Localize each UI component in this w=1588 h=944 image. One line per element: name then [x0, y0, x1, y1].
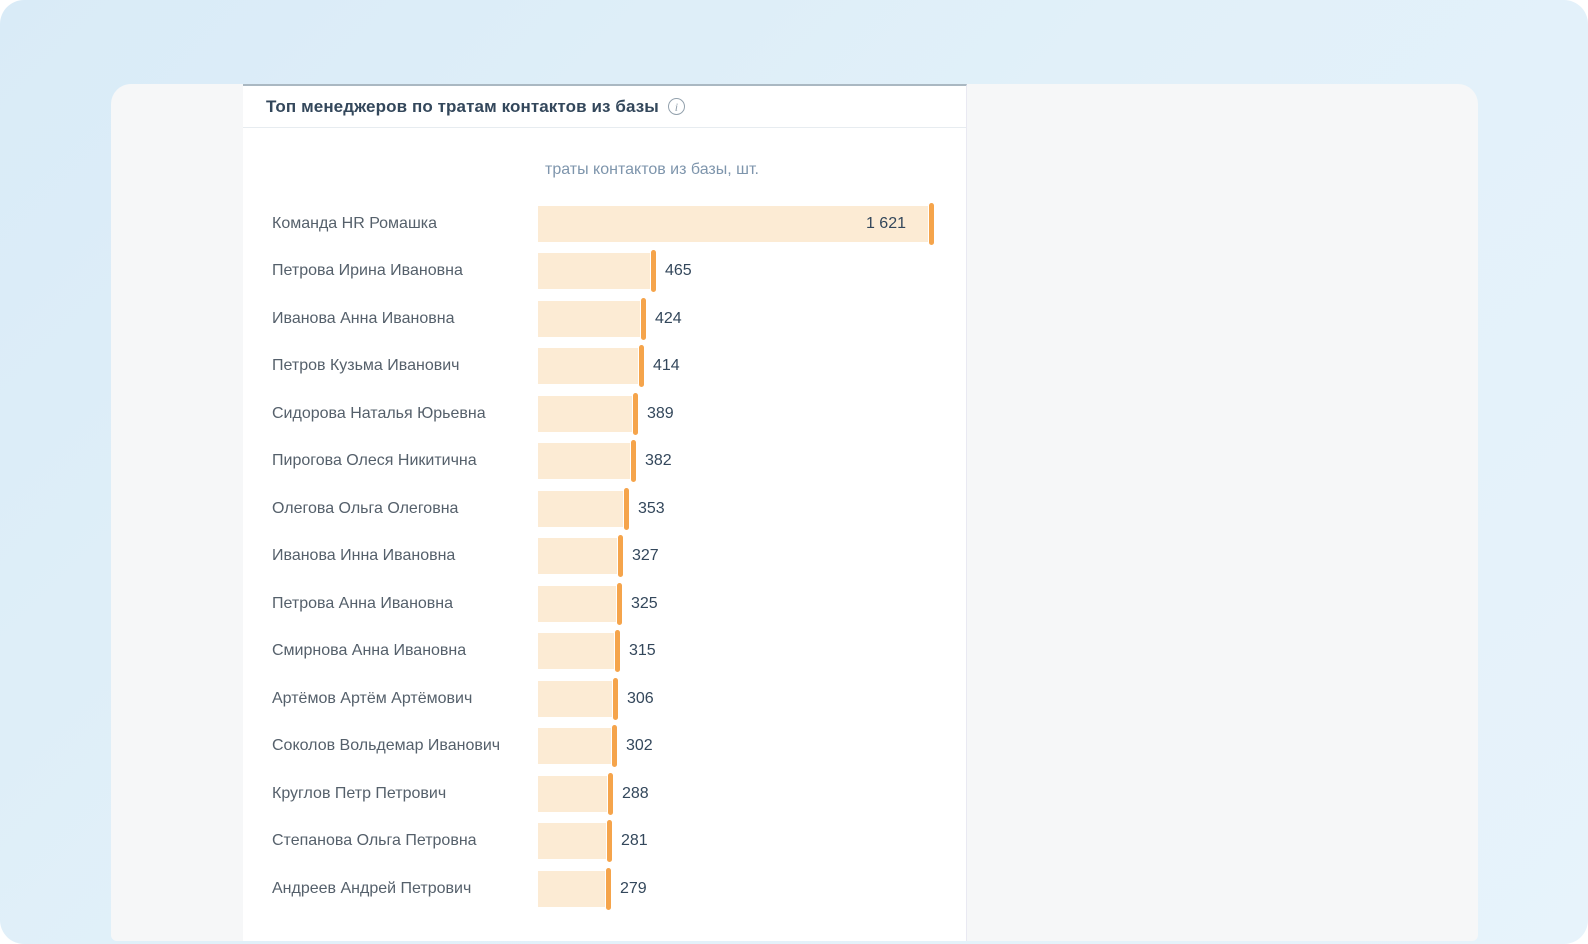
chart-row: Сидорова Наталья Юрьевна 389 [243, 390, 966, 438]
bar-value-outside: 382 [645, 452, 672, 470]
chart-body: траты контактов из базы, шт. Команда HR … [243, 128, 966, 913]
bar-track: 353 [538, 485, 966, 533]
bar-track: 414 [538, 343, 966, 391]
bar-cap [631, 440, 636, 483]
category-label: Андреев Андрей Петрович [272, 879, 472, 897]
category-label: Соколов Вольдемар Иванович [272, 737, 501, 755]
chart-row: Смирнова Анна Ивановна 315 [243, 628, 966, 676]
bar-track: 279 [538, 865, 966, 913]
bar-cap [615, 630, 620, 673]
category-label: Олегова Ольга Олеговна [272, 499, 459, 517]
category-label: Смирнова Анна Ивановна [272, 642, 467, 660]
bar[interactable] [538, 300, 640, 337]
bar-rows: Команда HR Ромашка 1 621 Петрова Ирина И… [243, 200, 966, 913]
bar-value-outside: 306 [627, 689, 654, 707]
bar-value-outside: 302 [626, 737, 653, 755]
chart-row: Иванова Анна Ивановна 424 [243, 295, 966, 343]
bar-track: 382 [538, 438, 966, 486]
category-label: Иванова Инна Ивановна [272, 547, 456, 565]
bar[interactable] [538, 395, 632, 432]
chart-row: Степанова Ольга Петровна 281 [243, 818, 966, 866]
category-label: Петрова Анна Ивановна [272, 594, 454, 612]
bar-track: 1 621 [538, 200, 966, 248]
bar-cap [639, 345, 644, 388]
bar[interactable] [538, 490, 623, 527]
bar[interactable] [538, 585, 616, 622]
chart-row: Пирогова Олеся Никитична 382 [243, 438, 966, 486]
bar-value-outside: 288 [622, 784, 649, 802]
bar[interactable] [538, 870, 605, 907]
chart-row: Петрова Анна Ивановна 325 [243, 580, 966, 628]
bar[interactable]: 1 621 [538, 205, 928, 242]
chart-row: Соколов Вольдемар Иванович 302 [243, 723, 966, 771]
bar-track: 465 [538, 248, 966, 296]
bar-track: 315 [538, 628, 966, 676]
bar-value-outside: 465 [665, 262, 692, 280]
bar-value-outside: 327 [632, 547, 659, 565]
dashboard-card: Топ менеджеров по тратам контактов из ба… [111, 84, 1478, 941]
bar-track: 389 [538, 390, 966, 438]
chart-widget: Топ менеджеров по тратам контактов из ба… [243, 84, 967, 941]
bar-value-outside: 281 [621, 832, 648, 850]
bar-value-inside: 1 621 [865, 214, 906, 232]
category-label: Круглов Петр Петрович [272, 784, 447, 802]
bar-value-outside: 315 [629, 642, 656, 660]
category-label: Пирогова Олеся Никитична [272, 452, 477, 470]
bar[interactable] [538, 443, 630, 480]
info-icon[interactable]: i [667, 98, 685, 115]
category-label: Иванова Анна Ивановна [272, 309, 455, 327]
bar-cap [641, 297, 646, 340]
bar-cap [606, 867, 611, 910]
bar-track: 302 [538, 723, 966, 771]
bar[interactable] [538, 538, 617, 575]
bar[interactable] [538, 253, 650, 290]
bar-cap [612, 725, 617, 768]
widget-header: Топ менеджеров по тратам контактов из ба… [243, 86, 966, 128]
category-label: Петров Кузьма Иванович [272, 357, 460, 375]
bar-value-outside: 353 [638, 499, 665, 517]
bar-cap [929, 202, 934, 245]
category-label: Степанова Ольга Петровна [272, 832, 477, 850]
bar[interactable] [538, 823, 606, 860]
bar[interactable] [538, 633, 614, 670]
bar-value-outside: 424 [655, 309, 682, 327]
chart-row: Иванова Инна Ивановна 327 [243, 533, 966, 581]
bar-value-outside: 279 [620, 879, 647, 897]
bar-value-outside: 414 [653, 357, 680, 375]
category-label: Петрова Ирина Ивановна [272, 262, 463, 280]
bar-cap [624, 487, 629, 530]
bar-cap [617, 582, 622, 625]
bar-track: 325 [538, 580, 966, 628]
bar[interactable] [538, 728, 611, 765]
value-axis-label: траты контактов из базы, шт. [545, 161, 759, 178]
bar-cap [613, 677, 618, 720]
bar-track: 327 [538, 533, 966, 581]
chart-row: Андреев Андрей Петрович 279 [243, 865, 966, 913]
category-label: Сидорова Наталья Юрьевна [272, 404, 486, 422]
bar-cap [651, 250, 656, 293]
bar[interactable] [538, 348, 638, 385]
bar-value-outside: 389 [647, 404, 674, 422]
chart-row: Круглов Петр Петрович 288 [243, 770, 966, 818]
bar-cap [608, 772, 613, 815]
bar[interactable] [538, 775, 607, 812]
category-label: Команда HR Ромашка [272, 214, 438, 232]
bar-cap [618, 535, 623, 578]
bar-track: 306 [538, 675, 966, 723]
bar-track: 424 [538, 295, 966, 343]
widget-title: Топ менеджеров по тратам контактов из ба… [266, 96, 659, 116]
bar-cap [633, 392, 638, 435]
chart-row: Петров Кузьма Иванович 414 [243, 343, 966, 391]
category-label: Артёмов Артём Артёмович [272, 689, 473, 707]
chart-row: Артёмов Артём Артёмович 306 [243, 675, 966, 723]
bar-track: 288 [538, 770, 966, 818]
chart-row: Команда HR Ромашка 1 621 [243, 200, 966, 248]
chart-row: Олегова Ольга Олеговна 353 [243, 485, 966, 533]
bar-cap [607, 820, 612, 863]
bar[interactable] [538, 680, 612, 717]
chart-row: Петрова Ирина Ивановна 465 [243, 248, 966, 296]
bar-value-outside: 325 [631, 594, 658, 612]
bar-track: 281 [538, 818, 966, 866]
